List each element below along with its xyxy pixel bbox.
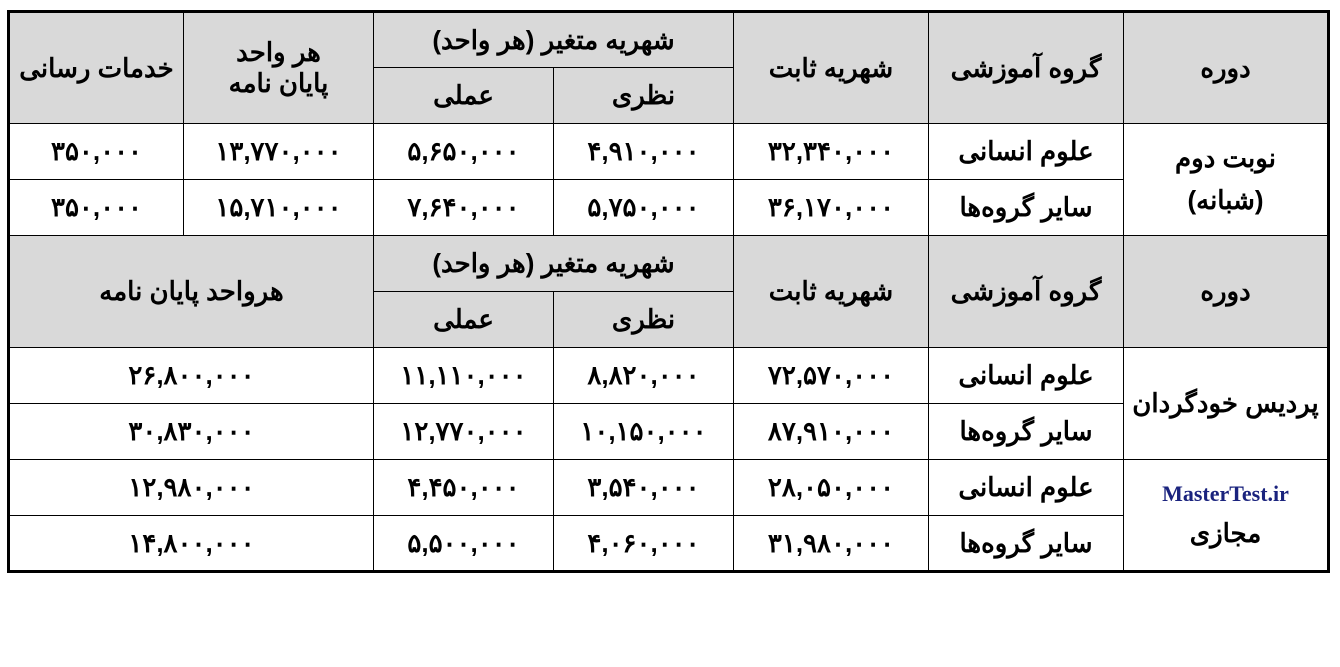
group-cell: سایر گروه‌ها: [929, 516, 1124, 572]
col-period: دوره: [1124, 12, 1329, 124]
thesis-line1: هر واحد: [236, 37, 321, 67]
col-group: گروه آموزشی: [929, 236, 1124, 348]
col-theory: نظری: [554, 292, 734, 348]
practical-cell: ۵,۵۰۰,۰۰۰: [374, 516, 554, 572]
fixed-cell: ۸۷,۹۱۰,۰۰۰: [734, 404, 929, 460]
thesis-cell: ۱۵,۷۱۰,۰۰۰: [184, 180, 374, 236]
table-row: MasterTest.ir مجازی علوم انسانی ۲۸,۰۵۰,۰…: [9, 460, 1329, 516]
group-cell: علوم انسانی: [929, 348, 1124, 404]
col-fixed: شهریه ثابت: [734, 12, 929, 124]
col-group: گروه آموزشی: [929, 12, 1124, 124]
table-row: پردیس خودگردان علوم انسانی ۷۲,۵۷۰,۰۰۰ ۸,…: [9, 348, 1329, 404]
header-row: دوره گروه آموزشی شهریه ثابت شهریه متغیر …: [9, 236, 1329, 292]
header-row: دوره گروه آموزشی شهریه ثابت شهریه متغیر …: [9, 12, 1329, 68]
col-variable-span: شهریه متغیر (هر واحد): [374, 12, 734, 68]
theory-cell: ۸,۸۲۰,۰۰۰: [554, 348, 734, 404]
watermark-text: MasterTest.ir: [1124, 476, 1327, 511]
theory-cell: ۴,۹۱۰,۰۰۰: [554, 124, 734, 180]
col-thesis-merged: هرواحد پایان نامه: [9, 236, 374, 348]
period-line2: (شبانه): [1187, 185, 1263, 215]
thesis-cell: ۳۰,۸۳۰,۰۰۰: [9, 404, 374, 460]
col-practical: عملی: [374, 68, 554, 124]
theory-cell: ۱۰,۱۵۰,۰۰۰: [554, 404, 734, 460]
practical-cell: ۵,۶۵۰,۰۰۰: [374, 124, 554, 180]
services-cell: ۳۵۰,۰۰۰: [9, 124, 184, 180]
thesis-cell: ۱۴,۸۰۰,۰۰۰: [9, 516, 374, 572]
theory-cell: ۳,۵۴۰,۰۰۰: [554, 460, 734, 516]
fixed-cell: ۷۲,۵۷۰,۰۰۰: [734, 348, 929, 404]
period-cell: پردیس خودگردان: [1124, 348, 1329, 460]
thesis-cell: ۲۶,۸۰۰,۰۰۰: [9, 348, 374, 404]
col-fixed: شهریه ثابت: [734, 236, 929, 348]
fixed-cell: ۳۶,۱۷۰,۰۰۰: [734, 180, 929, 236]
col-services: خدمات رسانی: [9, 12, 184, 124]
table-row: نوبت دوم (شبانه) علوم انسانی ۳۲,۳۴۰,۰۰۰ …: [9, 124, 1329, 180]
period-label: مجازی: [1190, 518, 1262, 548]
fixed-cell: ۳۲,۳۴۰,۰۰۰: [734, 124, 929, 180]
col-practical: عملی: [374, 292, 554, 348]
services-cell: ۳۵۰,۰۰۰: [9, 180, 184, 236]
thesis-cell: ۱۳,۷۷۰,۰۰۰: [184, 124, 374, 180]
period-cell: MasterTest.ir مجازی: [1124, 460, 1329, 572]
col-period: دوره: [1124, 236, 1329, 348]
fixed-cell: ۳۱,۹۸۰,۰۰۰: [734, 516, 929, 572]
practical-cell: ۱۲,۷۷۰,۰۰۰: [374, 404, 554, 460]
thesis-line2: پایان نامه: [229, 68, 329, 98]
col-thesis: هر واحد پایان نامه: [184, 12, 374, 124]
practical-cell: ۱۱,۱۱۰,۰۰۰: [374, 348, 554, 404]
period-cell: نوبت دوم (شبانه): [1124, 124, 1329, 236]
group-cell: سایر گروه‌ها: [929, 180, 1124, 236]
group-cell: سایر گروه‌ها: [929, 404, 1124, 460]
theory-cell: ۴,۰۶۰,۰۰۰: [554, 516, 734, 572]
theory-cell: ۵,۷۵۰,۰۰۰: [554, 180, 734, 236]
col-variable-span: شهریه متغیر (هر واحد): [374, 236, 734, 292]
fixed-cell: ۲۸,۰۵۰,۰۰۰: [734, 460, 929, 516]
practical-cell: ۴,۴۵۰,۰۰۰: [374, 460, 554, 516]
col-theory: نظری: [554, 68, 734, 124]
group-cell: علوم انسانی: [929, 460, 1124, 516]
group-cell: علوم انسانی: [929, 124, 1124, 180]
practical-cell: ۷,۶۴۰,۰۰۰: [374, 180, 554, 236]
period-line1: نوبت دوم: [1175, 143, 1276, 173]
thesis-cell: ۱۲,۹۸۰,۰۰۰: [9, 460, 374, 516]
tuition-table: دوره گروه آموزشی شهریه ثابت شهریه متغیر …: [7, 10, 1330, 573]
